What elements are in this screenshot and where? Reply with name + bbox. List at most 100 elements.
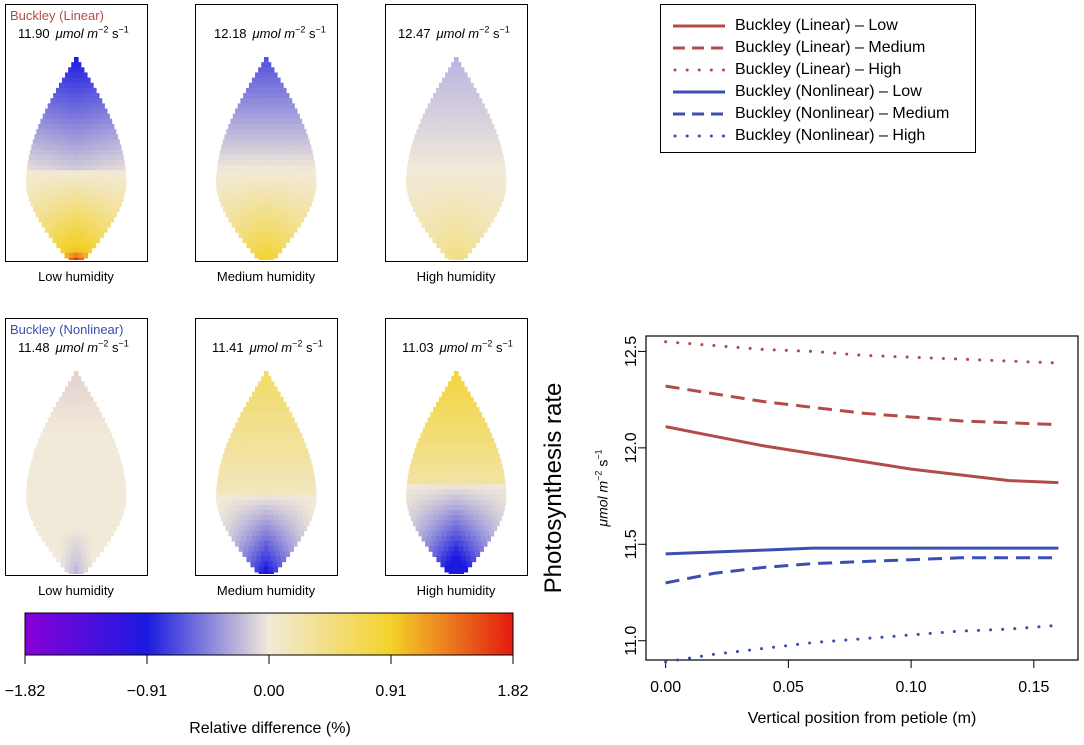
leaf-cell bbox=[465, 437, 471, 444]
leaf-cell bbox=[61, 160, 67, 166]
leaf-cell bbox=[76, 474, 82, 480]
leaf-cell bbox=[444, 412, 450, 418]
leaf-cell bbox=[467, 412, 473, 418]
leaf-cell bbox=[465, 206, 471, 213]
leaf-cell bbox=[292, 432, 298, 439]
leaf-cell bbox=[465, 190, 472, 197]
leaf-cell bbox=[270, 427, 277, 434]
leaf-cell bbox=[31, 180, 37, 187]
leaf-cell bbox=[71, 499, 77, 506]
leaf-cell bbox=[463, 463, 469, 470]
leaf-cell bbox=[53, 510, 60, 516]
leaf-cell bbox=[90, 237, 96, 243]
leaf-cell bbox=[85, 185, 92, 192]
leaf-cell bbox=[258, 154, 265, 161]
leaf-cell bbox=[239, 448, 245, 454]
leaf-cell bbox=[34, 134, 40, 140]
leaf-cell bbox=[261, 530, 267, 537]
leaf-cell bbox=[310, 484, 317, 491]
leaf-cell bbox=[38, 216, 44, 223]
leaf-cell bbox=[95, 139, 101, 146]
leaf-cell bbox=[433, 93, 439, 99]
leaf-cell bbox=[87, 201, 94, 207]
leaf-cell bbox=[480, 165, 486, 171]
leaf-cell bbox=[436, 180, 442, 187]
leaf-cell bbox=[237, 139, 243, 146]
leaf-cell bbox=[80, 479, 87, 485]
leaf-cell bbox=[230, 515, 236, 521]
leaf-cell bbox=[282, 108, 288, 115]
leaf-cell bbox=[441, 479, 447, 485]
leaf-cell bbox=[230, 211, 236, 218]
leaf-cell bbox=[475, 504, 481, 511]
leaf-cell bbox=[66, 221, 72, 228]
leaf-cell bbox=[61, 499, 67, 506]
leaf-cell bbox=[416, 180, 422, 187]
leaf-cell bbox=[465, 504, 472, 511]
leaf-cell bbox=[422, 453, 428, 460]
leaf-cell bbox=[106, 525, 113, 532]
leaf-cell bbox=[236, 504, 243, 511]
leaf-cell bbox=[301, 515, 308, 521]
leaf-cell bbox=[85, 93, 91, 99]
leaf-cell bbox=[459, 381, 465, 388]
leaf-cell bbox=[437, 407, 443, 413]
leaf-cell bbox=[407, 474, 414, 480]
leaf-cell bbox=[491, 515, 498, 521]
leaf-cell bbox=[302, 463, 308, 470]
legend-label: Buckley (Nonlinear) – Medium bbox=[735, 105, 950, 122]
leaf-cell bbox=[477, 463, 484, 470]
leaf-cell bbox=[272, 247, 278, 254]
leaf-cell bbox=[465, 391, 471, 398]
leaf-cell bbox=[299, 206, 305, 213]
leaf-cell bbox=[474, 123, 481, 130]
leaf-cell bbox=[468, 154, 474, 161]
leaf-cell bbox=[80, 551, 86, 557]
leaf-cell bbox=[97, 211, 103, 218]
leaf-cell bbox=[225, 211, 231, 218]
leaf-cell bbox=[275, 190, 282, 197]
leaf-cell bbox=[425, 515, 431, 521]
leaf-cell bbox=[103, 154, 109, 161]
leaf-cell bbox=[306, 515, 312, 521]
leaf-cell bbox=[458, 432, 464, 439]
leaf-cell bbox=[453, 252, 459, 259]
leaf-cell bbox=[96, 494, 102, 501]
leaf-cell bbox=[500, 494, 507, 501]
leaf-cell bbox=[263, 561, 269, 568]
leaf-cell bbox=[261, 499, 267, 506]
leaf-cell bbox=[33, 196, 40, 202]
leaf-cell bbox=[451, 103, 457, 110]
leaf-cell bbox=[73, 396, 80, 403]
leaf-cell bbox=[66, 170, 72, 177]
leaf-cell bbox=[463, 134, 469, 140]
leaf-cell bbox=[440, 87, 446, 94]
leaf-cell bbox=[253, 463, 260, 470]
legend-line-swatch bbox=[673, 68, 727, 72]
leaf-cell bbox=[283, 196, 289, 202]
leaf-cell bbox=[435, 87, 442, 94]
leaf-cell bbox=[71, 458, 77, 465]
leaf-cell bbox=[304, 504, 311, 511]
leaf-cell bbox=[71, 376, 77, 382]
leaf-cell bbox=[36, 170, 42, 177]
leaf-cell bbox=[66, 237, 72, 243]
leaf-cell bbox=[475, 499, 482, 506]
leaf-cell bbox=[285, 535, 292, 542]
leaf-cell bbox=[286, 412, 293, 418]
leaf-cell bbox=[494, 453, 500, 460]
leaf-cell bbox=[427, 453, 433, 460]
leaf-cell bbox=[456, 221, 462, 228]
leaf-cell bbox=[244, 515, 250, 521]
leaf-cell bbox=[474, 237, 481, 243]
leaf-cell bbox=[427, 474, 433, 480]
leaf-cell bbox=[239, 134, 245, 140]
leaf-cell bbox=[251, 443, 257, 449]
leaf-cell bbox=[71, 185, 77, 192]
leaf-cell bbox=[71, 443, 77, 449]
leaf-cell bbox=[97, 149, 104, 156]
leaf-cell bbox=[475, 144, 482, 151]
leaf-cell bbox=[251, 190, 257, 197]
leaf-cell bbox=[120, 494, 127, 501]
leaf-cell bbox=[56, 520, 63, 527]
